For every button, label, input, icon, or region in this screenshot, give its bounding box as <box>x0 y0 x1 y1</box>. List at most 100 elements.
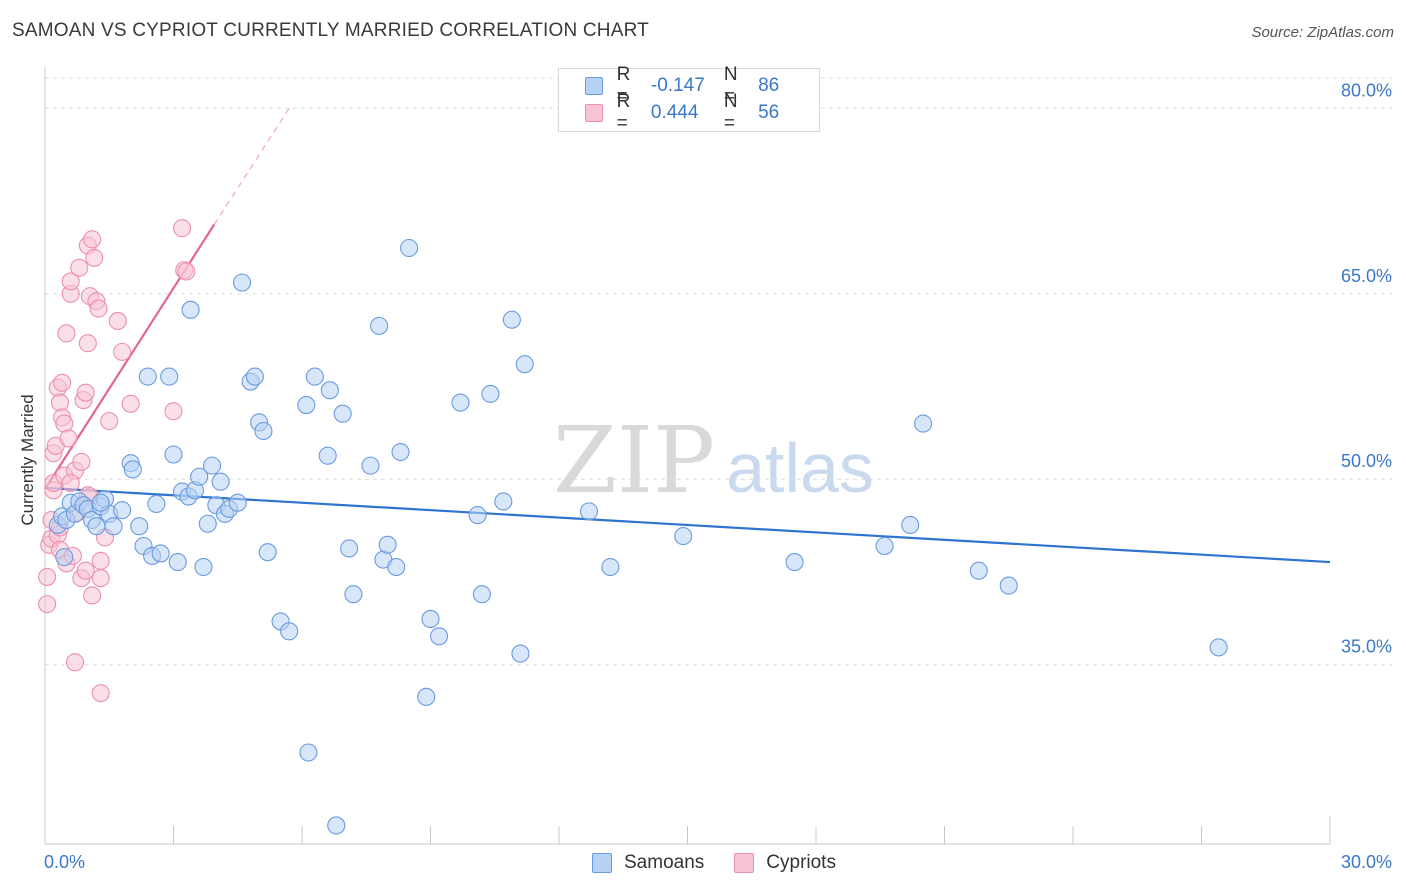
cypriots-point <box>59 429 78 448</box>
samoans-point <box>130 517 149 536</box>
r-value: 0.444 <box>650 102 699 123</box>
legend-label: Cypriots <box>766 852 836 873</box>
cypriots-point <box>100 412 119 431</box>
cypriots-point <box>76 383 95 402</box>
samoans-point <box>344 585 363 604</box>
correlation-legend: R = -0.147 N = 86 R = 0.444 N = 56 <box>558 64 820 134</box>
samoans-point <box>254 421 273 441</box>
samoans-point <box>785 553 804 572</box>
data-points <box>38 219 1228 835</box>
n-value: 56 <box>758 102 780 123</box>
samoans-legend-swatch <box>592 853 612 873</box>
samoans-point <box>151 544 170 563</box>
samoans-point <box>297 395 316 415</box>
legend-row-samoans: R = -0.147 N = 86 <box>585 64 819 107</box>
cypriots-point <box>61 272 80 291</box>
r-label: R = <box>616 64 631 107</box>
y-tick-label: 65.0% <box>1341 266 1392 286</box>
samoans-point <box>417 687 436 706</box>
samoans-point <box>104 517 123 536</box>
samoans-point <box>361 456 380 475</box>
samoans-point <box>318 446 337 465</box>
legend-item-samoans[interactable]: Samoans <box>592 852 704 874</box>
samoans-point <box>258 543 277 562</box>
cypriots-point <box>61 473 80 492</box>
samoans-point <box>901 515 920 535</box>
source-label: Source: ZipAtlas.com <box>1251 24 1394 41</box>
samoans-point <box>430 627 449 646</box>
cypriots-point <box>91 551 110 570</box>
legend-row-cypriots: R = 0.444 N = 56 <box>585 91 819 134</box>
samoans-point <box>203 456 222 475</box>
samoans-point <box>511 644 530 663</box>
samoans-point <box>299 743 318 762</box>
cypriots-point <box>83 230 102 249</box>
samoans-point <box>211 472 230 491</box>
samoans-point <box>370 316 389 335</box>
chart-title: SAMOAN VS CYPRIOT CURRENTLY MARRIED CORR… <box>12 20 649 41</box>
cypriots-point <box>108 311 127 331</box>
cypriots-point <box>53 373 72 392</box>
cypriots-point <box>91 569 110 588</box>
legend-label: Samoans <box>624 852 705 873</box>
r-value: -0.147 <box>650 75 705 96</box>
samoans-point <box>969 561 988 580</box>
samoans-point <box>515 355 534 374</box>
samoans-point <box>160 367 179 386</box>
series-legend: Samoans Cypriots <box>592 852 866 874</box>
samoans-point <box>164 445 183 464</box>
samoans-point <box>305 367 324 386</box>
samoans-point <box>1209 638 1228 657</box>
samoans-point <box>138 367 157 386</box>
y-tick-labels: 35.0% 50.0% 65.0% 80.0% <box>1341 80 1392 656</box>
samoans-point <box>391 442 410 462</box>
samoans-point <box>502 310 521 329</box>
samoans-point <box>55 548 74 567</box>
watermark: ZIP atlas <box>553 407 874 514</box>
samoans-point <box>232 273 252 292</box>
samoans-point <box>999 576 1018 595</box>
n-label: N = <box>723 64 738 107</box>
cypriots-point <box>85 248 104 267</box>
cypriots-swatch <box>585 104 603 122</box>
samoans-point <box>280 622 299 641</box>
samoans-point <box>601 557 620 577</box>
cypriots-point <box>76 561 95 580</box>
samoans-point <box>123 460 142 479</box>
cypriots-trend-extension <box>213 107 290 225</box>
samoans-point <box>579 502 599 521</box>
legend-item-cypriots[interactable]: Cypriots <box>734 852 836 874</box>
samoans-point <box>333 404 352 423</box>
cypriots-point <box>50 393 70 412</box>
cypriots-point <box>164 402 183 421</box>
samoans-point <box>190 467 209 486</box>
cypriots-point <box>65 653 85 672</box>
samoans-point <box>194 557 213 577</box>
y-tick-label: 50.0% <box>1341 451 1392 471</box>
samoans-point <box>481 384 500 403</box>
cypriots-point <box>72 452 91 471</box>
samoans-point <box>378 535 397 554</box>
samoans-point <box>494 492 513 511</box>
cypriots-point <box>78 334 97 353</box>
cypriots-point <box>113 342 132 361</box>
cypriots-point <box>91 684 110 703</box>
samoans-point <box>245 367 264 386</box>
samoans-trend-line <box>44 486 1331 564</box>
samoans-point <box>198 514 217 533</box>
cypriots-point <box>89 299 108 318</box>
cypriots-point <box>38 595 57 614</box>
watermark-atlas: atlas <box>726 429 874 507</box>
samoans-point <box>400 238 419 258</box>
samoans-point <box>468 506 487 525</box>
samoans-point <box>472 585 491 604</box>
y-tick-label: 35.0% <box>1341 637 1392 657</box>
cypriots-point <box>173 219 192 238</box>
samoans-point <box>91 493 110 512</box>
samoans-point <box>87 517 106 536</box>
samoans-swatch <box>585 77 603 95</box>
samoans-point <box>914 414 933 433</box>
cypriots-point <box>38 567 57 586</box>
watermark-zip: ZIP <box>553 407 715 514</box>
